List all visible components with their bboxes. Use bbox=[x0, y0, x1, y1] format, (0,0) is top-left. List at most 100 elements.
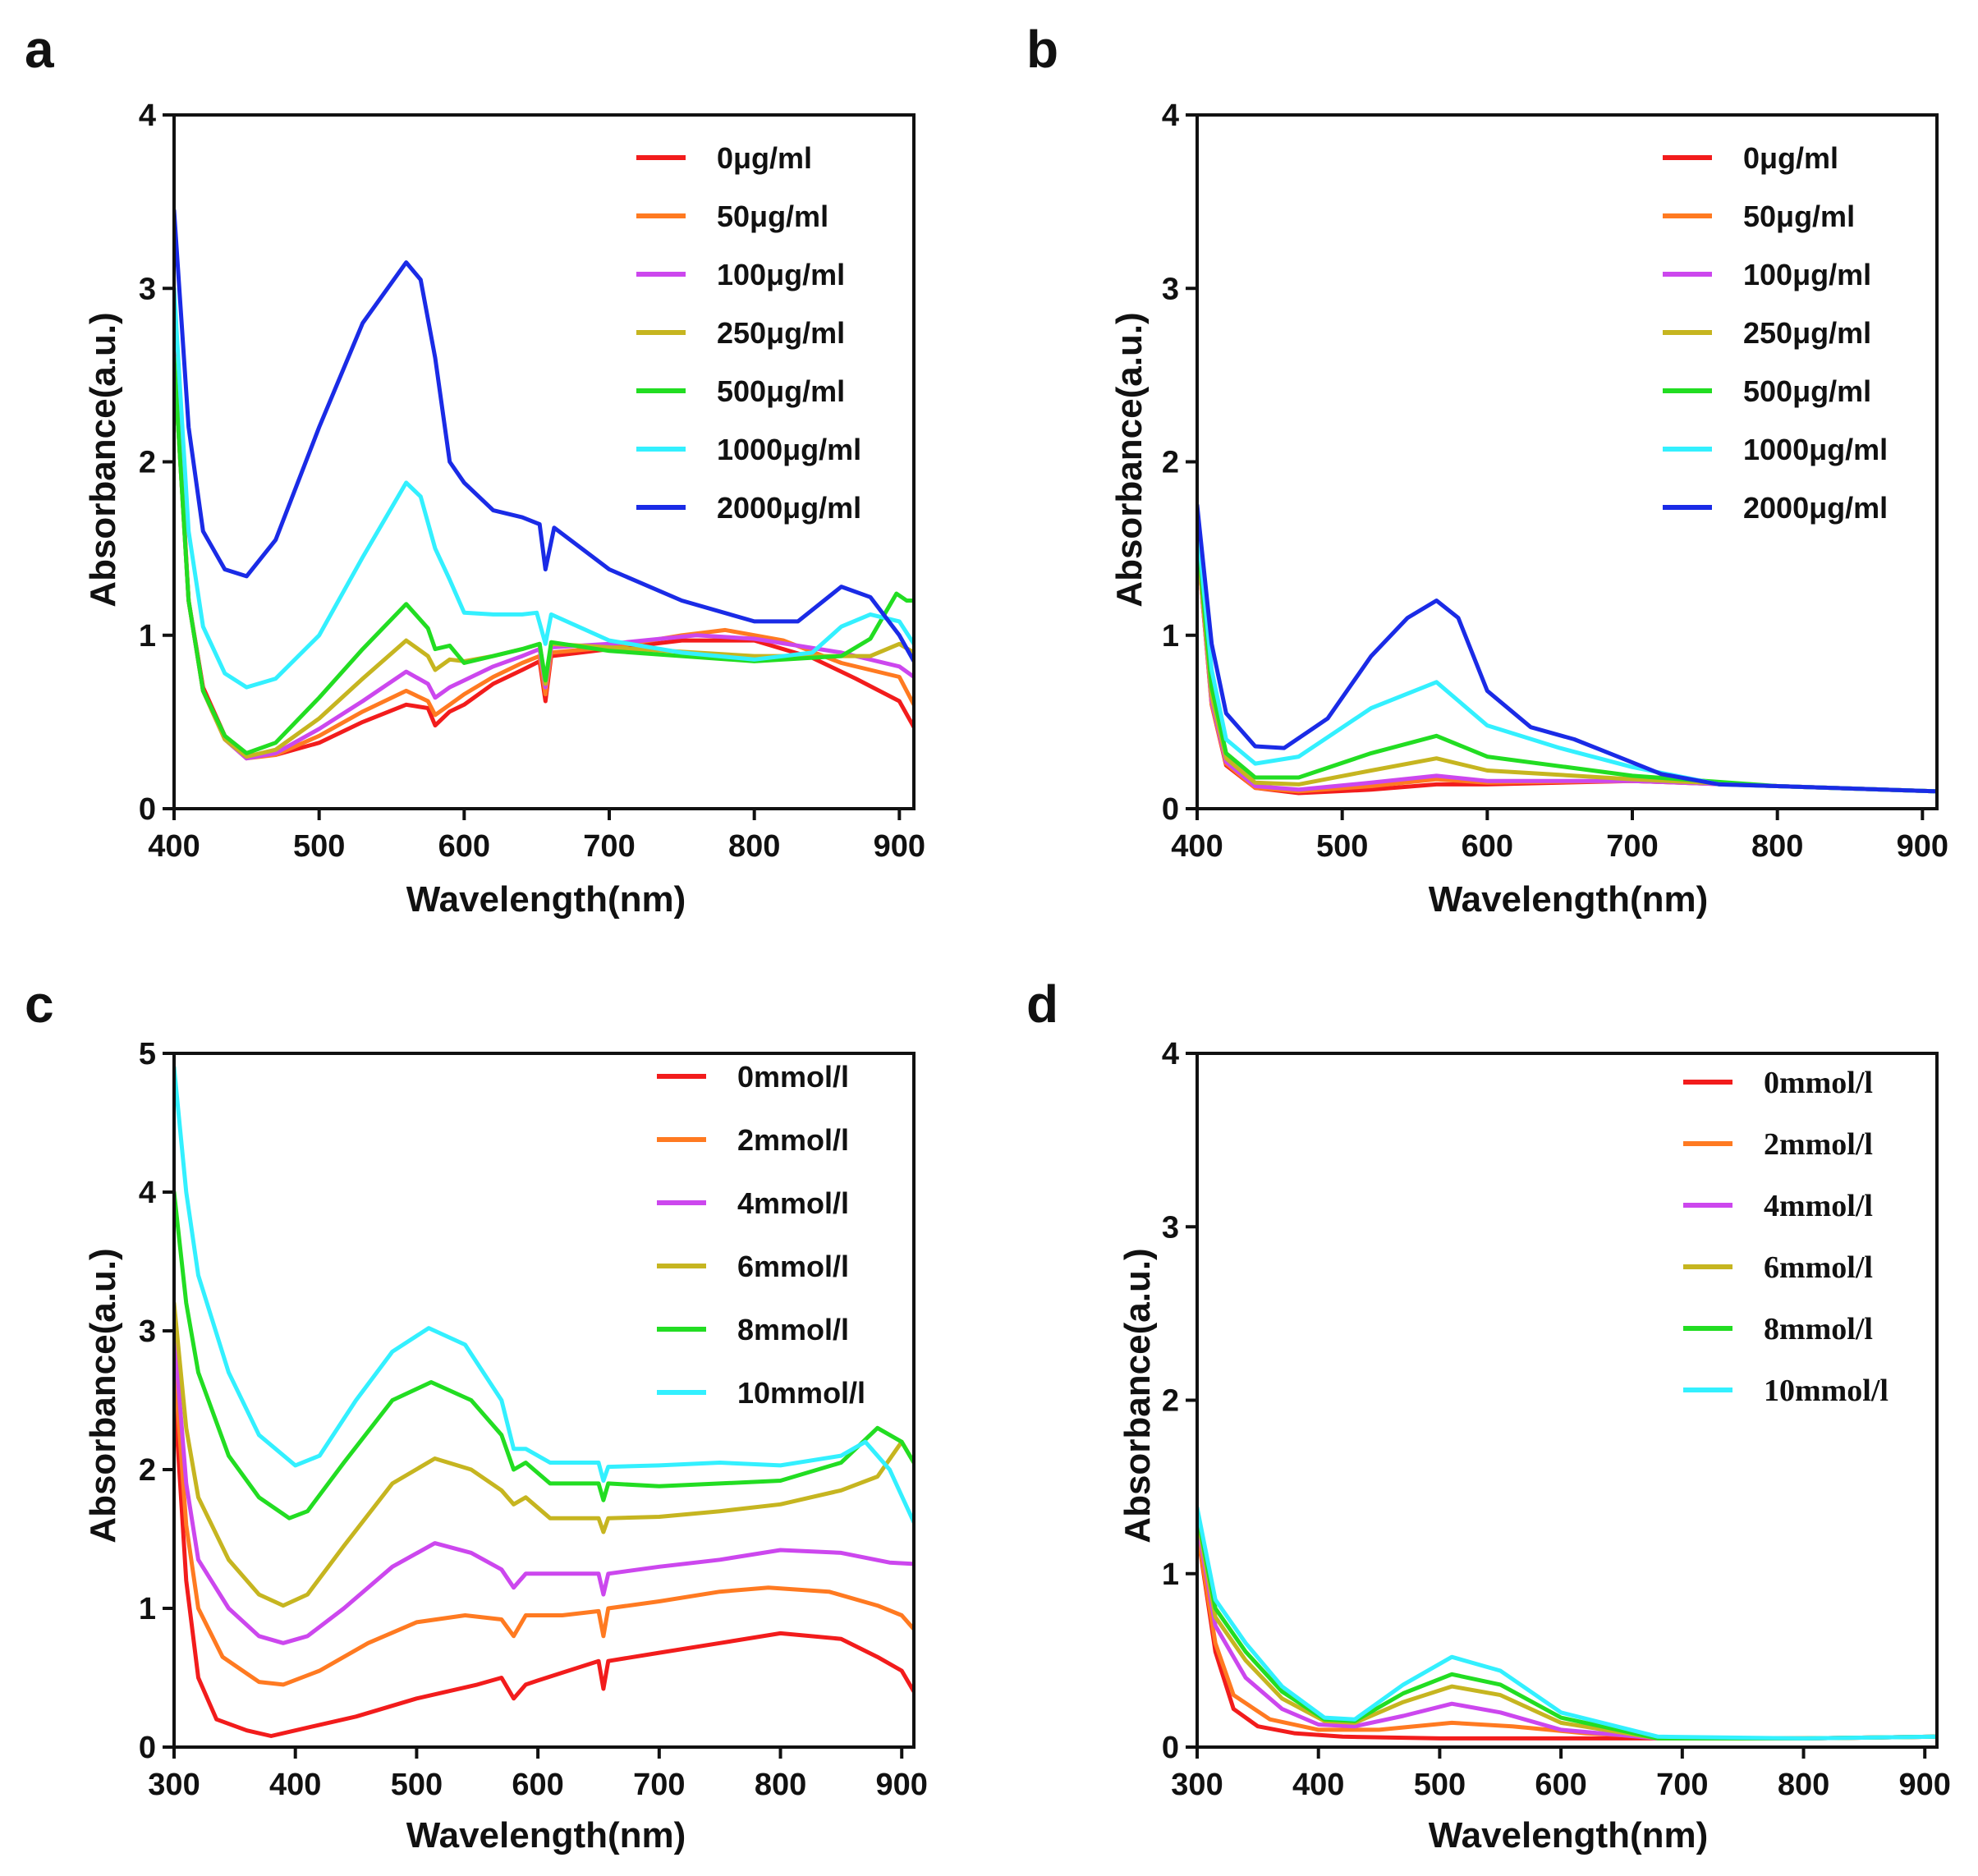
legend-label-c-2: 4mmol/l bbox=[737, 1186, 849, 1220]
series-group-a bbox=[174, 208, 914, 761]
series-line-c-5 bbox=[174, 1065, 914, 1525]
legend-label-d-0: 0mmol/l bbox=[1764, 1066, 1873, 1100]
legend-label-d-1: 2mmol/l bbox=[1764, 1127, 1873, 1162]
x-axis-title-c: Wavelength(nm) bbox=[406, 1815, 686, 1855]
x-tick-label-a-3: 700 bbox=[583, 829, 635, 864]
x-axis-title-a: Wavelength(nm) bbox=[406, 879, 686, 920]
series-line-c-1 bbox=[174, 1356, 914, 1687]
series-line-b-6 bbox=[1197, 502, 1937, 794]
plot-area-a: 400 500 600 700 800 900 0 1 2 3 4 0μg/ml 50μg/ml 100μ… bbox=[139, 99, 925, 864]
legend-label-a-3: 250μg/ml bbox=[717, 316, 845, 350]
x-tick-label-a-1: 500 bbox=[293, 829, 345, 864]
x-tick-label-d-6: 900 bbox=[1899, 1768, 1951, 1802]
legend-c: 0mmol/l 2mmol/l 4mmol/l 6mmol/l 8mmol/l 10mmo… bbox=[657, 1060, 865, 1410]
x-axis-title-d: Wavelength(nm) bbox=[1429, 1815, 1709, 1855]
legend-label-b-6: 2000μg/ml bbox=[1743, 491, 1888, 525]
x-tick-label-d-3: 600 bbox=[1535, 1768, 1586, 1802]
x-tick-label-c-2: 500 bbox=[391, 1768, 443, 1802]
x-tick-label-a-5: 900 bbox=[874, 829, 925, 864]
y-tick-label-b-3: 3 bbox=[1162, 272, 1179, 306]
x-tick-label-d-0: 300 bbox=[1171, 1768, 1223, 1802]
series-group-c bbox=[174, 1065, 914, 1738]
y-tick-label-c-2: 2 bbox=[139, 1453, 156, 1488]
y-axis-title-d: Absorbance(a.u.) bbox=[1118, 1248, 1158, 1543]
y-tick-label-b-1: 1 bbox=[1162, 619, 1179, 654]
x-tick-label-b-0: 400 bbox=[1171, 829, 1223, 864]
legend-label-c-5: 10mmol/l bbox=[737, 1376, 865, 1410]
legend-label-d-4: 8mmol/l bbox=[1764, 1312, 1873, 1346]
panel-b: b 400 500 600 700 800 900 0 1 2 3 4 0μg/ml 50μg/ml 10… bbox=[1026, 20, 1948, 920]
y-tick-label-c-4: 4 bbox=[139, 1176, 156, 1210]
x-tick-label-c-0: 300 bbox=[148, 1768, 200, 1802]
series-line-a-6 bbox=[174, 208, 914, 663]
panel-a: a 400 500 600 700 800 900 0 1 2 3 4 0μg/ml 50μg/ml 10… bbox=[25, 20, 925, 920]
y-tick-label-c-1: 1 bbox=[139, 1592, 156, 1626]
series-line-c-0 bbox=[174, 1384, 914, 1738]
y-tick-label-d-1: 1 bbox=[1162, 1557, 1179, 1592]
plot-area-d: 300 400 500 600 700 800 900 0 1 2 3 4 0mmol/l 2mmol/l… bbox=[1162, 1037, 1951, 1802]
x-tick-label-d-4: 700 bbox=[1656, 1768, 1708, 1802]
legend-label-d-3: 6mmol/l bbox=[1764, 1250, 1873, 1285]
legend-d: 0mmol/l 2mmol/l 4mmol/l 6mmol/l 8mmol/l 10mmo… bbox=[1683, 1066, 1889, 1408]
legend-label-b-2: 100μg/ml bbox=[1743, 258, 1871, 291]
legend-label-b-3: 250μg/ml bbox=[1743, 316, 1871, 350]
y-tick-label-b-4: 4 bbox=[1162, 99, 1179, 133]
y-tick-label-c-3: 3 bbox=[139, 1314, 156, 1349]
legend-label-a-5: 1000μg/ml bbox=[717, 433, 861, 466]
legend-label-a-2: 100μg/ml bbox=[717, 258, 845, 291]
legend-label-a-0: 0μg/ml bbox=[717, 141, 812, 175]
y-axis-title-a: Absorbance(a.u.) bbox=[83, 312, 123, 607]
y-tick-label-a-1: 1 bbox=[139, 619, 156, 654]
legend-label-d-2: 4mmol/l bbox=[1764, 1189, 1873, 1223]
legend-label-b-1: 50μg/ml bbox=[1743, 200, 1855, 233]
legend-label-c-0: 0mmol/l bbox=[737, 1060, 849, 1094]
y-tick-label-a-4: 4 bbox=[139, 99, 156, 133]
y-axis-title-b: Absorbance(a.u.) bbox=[1109, 312, 1150, 607]
series-group-b bbox=[1197, 502, 1937, 796]
series-line-a-4 bbox=[174, 355, 914, 755]
x-tick-label-c-4: 700 bbox=[633, 1768, 685, 1802]
legend-label-b-0: 0μg/ml bbox=[1743, 141, 1838, 175]
y-tick-label-c-5: 5 bbox=[139, 1037, 156, 1071]
legend-b: 0μg/ml 50μg/ml 100μg/ml 250μg/ml 500μg/ml 100… bbox=[1663, 141, 1888, 525]
x-tick-label-d-5: 800 bbox=[1778, 1768, 1829, 1802]
panel-letter-c: c bbox=[25, 975, 54, 1034]
panel-d: d 300 400 500 600 700 800 900 0 1 2 3 4 0mmol/l 2mmol… bbox=[1026, 975, 1951, 1855]
legend-label-b-4: 500μg/ml bbox=[1743, 374, 1871, 408]
x-tick-label-b-1: 500 bbox=[1316, 829, 1368, 864]
legend-label-b-5: 1000μg/ml bbox=[1743, 433, 1888, 466]
x-tick-label-a-0: 400 bbox=[148, 829, 200, 864]
x-tick-label-b-4: 800 bbox=[1751, 829, 1803, 864]
y-tick-label-a-2: 2 bbox=[139, 446, 156, 480]
panel-letter-d: d bbox=[1026, 975, 1058, 1034]
y-tick-label-b-0: 0 bbox=[1162, 792, 1179, 827]
y-tick-label-d-3: 3 bbox=[1162, 1210, 1179, 1245]
legend-label-c-4: 8mmol/l bbox=[737, 1313, 849, 1346]
series-line-c-4 bbox=[174, 1190, 914, 1521]
x-axis-title-b: Wavelength(nm) bbox=[1429, 879, 1709, 920]
plot-frame-c bbox=[172, 1052, 916, 1749]
y-tick-label-b-2: 2 bbox=[1162, 446, 1179, 480]
x-tick-label-c-3: 600 bbox=[512, 1768, 563, 1802]
x-tick-label-b-2: 600 bbox=[1462, 829, 1513, 864]
legend-label-a-4: 500μg/ml bbox=[717, 374, 845, 408]
y-tick-label-a-0: 0 bbox=[139, 792, 156, 827]
plot-area-c: 300 400 500 600 700 800 900 0 1 2 3 4 5 0mmol/l 2mmol/… bbox=[139, 1037, 928, 1802]
y-tick-label-d-0: 0 bbox=[1162, 1731, 1179, 1765]
x-tick-label-c-1: 400 bbox=[269, 1768, 321, 1802]
x-tick-label-c-6: 900 bbox=[876, 1768, 928, 1802]
panel-letter-b: b bbox=[1026, 20, 1058, 79]
y-tick-label-d-4: 4 bbox=[1162, 1037, 1179, 1071]
legend-label-d-5: 10mmol/l bbox=[1764, 1374, 1889, 1408]
x-tick-label-a-2: 600 bbox=[438, 829, 490, 864]
x-tick-label-d-1: 400 bbox=[1292, 1768, 1344, 1802]
legend-label-a-6: 2000μg/ml bbox=[717, 491, 861, 525]
x-tick-label-c-5: 800 bbox=[755, 1768, 806, 1802]
y-tick-label-d-2: 2 bbox=[1162, 1384, 1179, 1419]
y-axis-title-c: Absorbance(a.u.) bbox=[83, 1248, 123, 1543]
x-tick-label-d-2: 500 bbox=[1414, 1768, 1466, 1802]
y-tick-label-c-0: 0 bbox=[139, 1731, 156, 1765]
legend-a: 0μg/ml 50μg/ml 100μg/ml 250μg/ml 500μg/ml 100… bbox=[636, 141, 861, 525]
